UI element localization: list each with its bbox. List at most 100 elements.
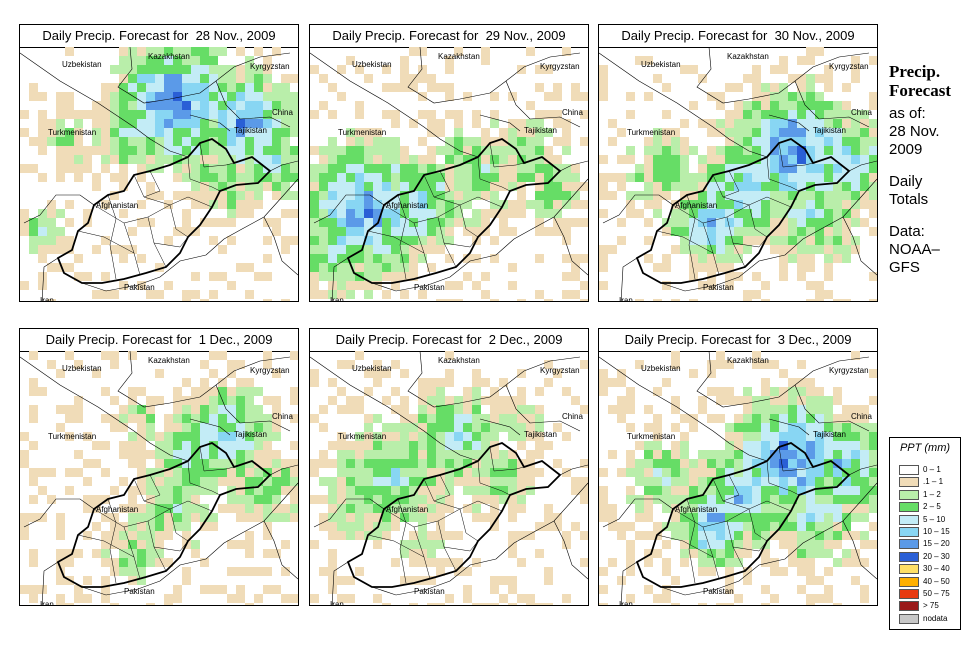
precip-cell [752,227,761,236]
precip-cell [653,414,662,423]
precip-cell [653,459,662,468]
precip-cell [499,477,508,486]
precip-cell [680,218,689,227]
precip-cell [725,603,734,605]
precip-cell [337,450,346,459]
precip-cell [83,477,92,486]
precip-cell [824,263,833,272]
precip-cell [635,441,644,450]
precip-cell [725,441,734,450]
precip-cell [38,137,47,146]
map-label: Tajikistan [524,126,557,135]
precip-cell [337,441,346,450]
precip-cell [580,531,588,540]
precip-cell [517,468,526,477]
precip-cell [599,281,608,290]
province-border [367,534,425,558]
precip-cell [734,137,743,146]
precip-cell [236,585,245,594]
asof-label: as of: [889,105,926,122]
precip-cell [400,254,409,263]
precip-cell [517,164,526,173]
precip-cell [418,218,427,227]
precip-cell [200,486,209,495]
precip-cell [842,128,851,137]
precip-cell [391,227,400,236]
precip-cell [689,101,698,110]
precip-cell [373,173,382,182]
precip-cell [436,218,445,227]
precip-cell [155,290,164,299]
precip-cell [788,432,797,441]
precip-cell [373,414,382,423]
precip-cell [788,191,797,200]
precip-cell [653,173,662,182]
province-border [686,498,696,584]
precip-cell [508,477,517,486]
legend-label: 0 – 1 [923,465,941,474]
precip-cell [272,486,281,495]
precip-cell [644,254,653,263]
precip-cell [137,423,146,432]
precip-cell [155,74,164,83]
precip-cell [752,182,761,191]
precip-cell [707,504,716,513]
precip-cell [373,468,382,477]
map-label: Kazakhstan [438,52,480,61]
precip-cell [499,486,508,495]
precip-cell [797,522,806,531]
precip-cell [481,56,490,65]
precip-cell [716,387,725,396]
precip-cell [65,603,74,605]
precip-cell [761,495,770,504]
precip-cell [544,567,553,576]
country-border [331,561,349,605]
precip-cell [508,414,517,423]
precip-cell [173,137,182,146]
precip-cell [400,200,409,209]
precip-cell [752,432,761,441]
precip-cell [671,137,680,146]
precip-cell [236,396,245,405]
precip-cell [526,432,535,441]
precip-cell [833,396,842,405]
precip-cell [263,549,272,558]
precip-cell [626,423,635,432]
precip-cell [788,495,797,504]
precip-cell [734,209,743,218]
precip-cell [290,468,298,477]
precip-cell [173,423,182,432]
precip-cell [743,173,752,182]
precip-cell [779,164,788,173]
precip-cell [337,200,346,209]
precip-cell [752,459,761,468]
precip-cell [209,137,218,146]
precip-cell [409,504,418,513]
precip-cell [355,450,364,459]
precip-cell [815,227,824,236]
precip-cell [743,227,752,236]
precip-cell [707,459,716,468]
precip-cell [788,209,797,218]
precip-cell [373,540,382,549]
precip-cell [128,450,137,459]
precip-cell [851,182,860,191]
precip-cell [716,155,725,164]
precip-cell [815,137,824,146]
precip-cell [635,531,644,540]
precip-cell [263,360,272,369]
precip-cell [851,209,860,218]
precip-cell [427,450,436,459]
precip-cell [815,513,824,522]
precip-cell [553,522,562,531]
precip-cell [391,245,400,254]
precip-cell [454,281,463,290]
precip-cell [209,477,218,486]
precip-cell [743,468,752,477]
precip-cell [373,531,382,540]
precip-cell [364,513,373,522]
precip-cell [38,218,47,227]
precip-cell [245,209,254,218]
precip-cell [400,218,409,227]
